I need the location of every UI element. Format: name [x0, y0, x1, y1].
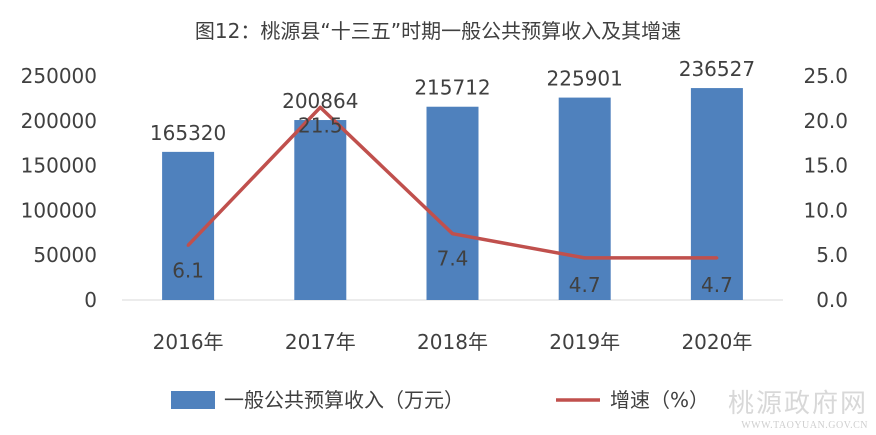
bar: [690, 88, 743, 300]
line-data-label: 4.7: [569, 273, 601, 297]
line-point: [186, 243, 190, 247]
line-point: [451, 232, 454, 236]
line-labels: 6.1 21.5 7.4 4.7 4.7: [172, 113, 733, 297]
left-axis-tick: 50000: [33, 243, 97, 267]
bar-data-label: 225901: [547, 67, 623, 91]
right-axis-tick: 10.0: [803, 198, 848, 222]
left-axis-tick: 0: [84, 288, 97, 312]
right-axis: 0.0 5.0 10.0 15.0 20.0 25.0: [803, 64, 848, 312]
legend: 一般公共预算收入（万元） 增速（%）: [171, 388, 709, 412]
bar-data-label: 165320: [150, 121, 226, 145]
legend-bar-swatch: [171, 391, 215, 409]
x-axis-tick: 2018年: [417, 330, 488, 354]
bar-labels: 165320 200864 215712 225901 236527: [150, 57, 755, 145]
line-point: [715, 256, 719, 260]
watermark-url: WWW.TAOYUAN.GOV.CN: [741, 420, 868, 431]
line-data-label: 7.4: [437, 247, 469, 271]
bar: [294, 120, 347, 301]
line-data-label: 6.1: [172, 258, 204, 282]
line-point: [583, 256, 587, 260]
right-axis-tick: 15.0: [803, 154, 848, 178]
right-axis-tick: 20.0: [803, 109, 848, 133]
line-data-label: 21.5: [298, 113, 343, 137]
bar-data-label: 215712: [414, 76, 490, 100]
line-series: [186, 105, 719, 260]
bar-data-label: 236527: [679, 57, 755, 81]
line-point: [318, 105, 322, 109]
right-axis-tick: 25.0: [803, 64, 848, 88]
right-axis-tick: 0.0: [816, 288, 848, 312]
watermark: 桃源政府网 WWW.TAOYUAN.GOV.CN: [728, 383, 868, 431]
right-axis-tick: 5.0: [816, 243, 848, 267]
x-axis-tick: 2016年: [153, 330, 224, 354]
left-axis-tick: 150000: [21, 154, 97, 178]
x-axis-tick: 2017年: [285, 330, 356, 354]
bar: [558, 97, 611, 300]
legend-bar-label: 一般公共预算收入（万元）: [224, 388, 464, 412]
left-axis-tick: 100000: [21, 198, 97, 222]
left-axis-tick: 250000: [21, 64, 97, 88]
watermark-text: 桃源政府网: [727, 389, 868, 419]
x-axis: 2016年 2017年 2018年 2019年 2020年: [122, 299, 783, 354]
bar: [426, 106, 479, 300]
bar-data-label: 200864: [282, 89, 358, 113]
x-axis-tick: 2019年: [549, 330, 620, 354]
left-axis: 0 50000 100000 150000 200000 250000: [21, 64, 97, 312]
bar-series: [162, 88, 743, 301]
x-axis-tick: 2020年: [681, 330, 752, 354]
line-data-label: 4.7: [701, 273, 733, 297]
chart-title: 图12：桃源县“十三五”时期一般公共预算收入及其增速: [195, 19, 681, 43]
legend-line-label: 增速（%）: [610, 388, 709, 412]
left-axis-tick: 200000: [21, 109, 97, 133]
